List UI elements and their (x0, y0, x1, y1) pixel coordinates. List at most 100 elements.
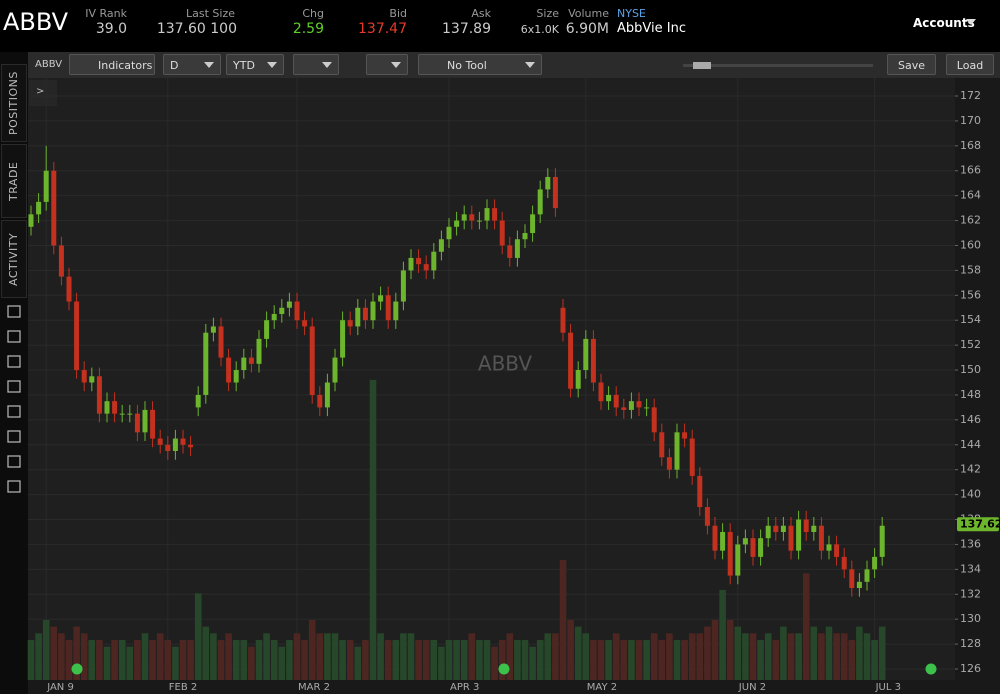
volume-bar (35, 633, 42, 680)
date-axis-bg (28, 680, 955, 694)
volume-bar (346, 639, 354, 680)
y-tick-label: 146 (960, 413, 981, 426)
candle-body (172, 438, 178, 452)
volume-bar (673, 639, 681, 680)
y-tick-label: 144 (960, 438, 981, 451)
candle-body (492, 208, 498, 221)
candle-body (811, 525, 817, 532)
zoom-slider[interactable] (683, 64, 873, 67)
candle-body (849, 569, 855, 589)
volume-bar (704, 626, 711, 680)
y-tick-label: 166 (960, 164, 981, 177)
volume-bar (726, 619, 734, 680)
candle-body (674, 432, 680, 470)
candle-body (872, 556, 878, 570)
y-tick-label: 156 (960, 288, 981, 301)
candle-body (66, 276, 72, 302)
volume-bar (377, 633, 384, 680)
candle-body (560, 307, 566, 333)
field-label: Volume (568, 7, 609, 20)
symbol: ABBV (3, 8, 69, 36)
sidebar-tab[interactable]: POSITIONS (1, 64, 27, 142)
expand-button[interactable]: > (36, 86, 45, 97)
volume-bar (278, 646, 286, 680)
range-dropdown[interactable]: YTD (226, 54, 284, 75)
volume-bar (491, 646, 498, 680)
volume-bar (232, 639, 240, 680)
volume-bar (179, 639, 187, 680)
style-dropdown[interactable] (293, 54, 339, 75)
volume-bar (453, 639, 460, 680)
candle-body (180, 438, 186, 445)
event-marker (498, 663, 510, 675)
volume-bar (308, 619, 316, 680)
candle-body (302, 320, 308, 327)
y-tick-label: 164 (960, 189, 981, 202)
y-tick-label: 132 (960, 587, 981, 600)
volume-bar (445, 639, 453, 680)
field-value: 137.89 (442, 21, 491, 37)
y-tick-label: 128 (960, 637, 981, 650)
volume-bar (149, 639, 156, 680)
sidebar-tab[interactable]: ACTIVITY (1, 220, 27, 298)
volume-bar (384, 639, 392, 680)
sidebar-tab[interactable]: TRADE (1, 144, 27, 218)
candle-body (720, 531, 726, 551)
volume-bar (422, 639, 430, 680)
candle-body (400, 270, 406, 302)
crosshair-dropdown[interactable] (366, 54, 408, 75)
exchange: NYSE (617, 7, 646, 20)
candle-body (112, 401, 118, 414)
candle-body (317, 394, 323, 408)
indicators-button[interactable]: Indicators (69, 54, 155, 75)
accounts-arrow (966, 19, 976, 25)
load-button[interactable]: Load (946, 54, 994, 75)
volume-bar (628, 639, 635, 680)
volume-bar (483, 639, 491, 680)
field-label: Size (536, 7, 559, 20)
volume-bar (818, 633, 825, 680)
volume-bar (369, 379, 377, 680)
volume-bar (103, 646, 111, 680)
candle-body (659, 432, 665, 458)
x-tick-label: JUL 3 (875, 682, 901, 693)
volume-bar (658, 639, 666, 680)
price-axis-bg (955, 78, 1000, 694)
candle-body (750, 538, 756, 557)
candle-body (864, 569, 870, 582)
zoom-thumb[interactable] (693, 62, 711, 69)
volume-bar (50, 626, 58, 680)
volume-bar (293, 633, 301, 680)
volume-bar (521, 639, 529, 680)
candle-body (233, 370, 239, 383)
volume-bar (438, 646, 445, 680)
y-tick-label: 134 (960, 562, 981, 575)
candle-body (682, 432, 688, 439)
volume-bar (840, 633, 848, 680)
x-tick-label: JUN 2 (738, 682, 766, 693)
volume-bar (772, 639, 780, 680)
save-button[interactable]: Save (887, 54, 936, 75)
candle-body (226, 357, 232, 383)
field-label: Ask (471, 7, 491, 20)
candle-body (332, 357, 338, 383)
candle-body (796, 519, 802, 551)
candle-body (104, 401, 110, 414)
candle-body (355, 307, 361, 327)
volume-bar (301, 639, 308, 680)
candle-body (286, 301, 292, 308)
aggregation-dropdown[interactable]: D (163, 54, 221, 75)
volume-bar (863, 633, 871, 680)
tool-dropdown[interactable]: No Tool (418, 54, 542, 75)
volume-bar (172, 646, 179, 680)
candle-body (476, 220, 482, 222)
candle-body (438, 239, 444, 252)
volume-bar (567, 619, 574, 680)
volume-bar (88, 639, 96, 680)
event-marker (925, 663, 937, 675)
volume-bar (202, 626, 210, 680)
candle-body (119, 413, 125, 415)
candle-body (742, 538, 748, 545)
accounts-menu[interactable]: Accounts (913, 16, 975, 30)
